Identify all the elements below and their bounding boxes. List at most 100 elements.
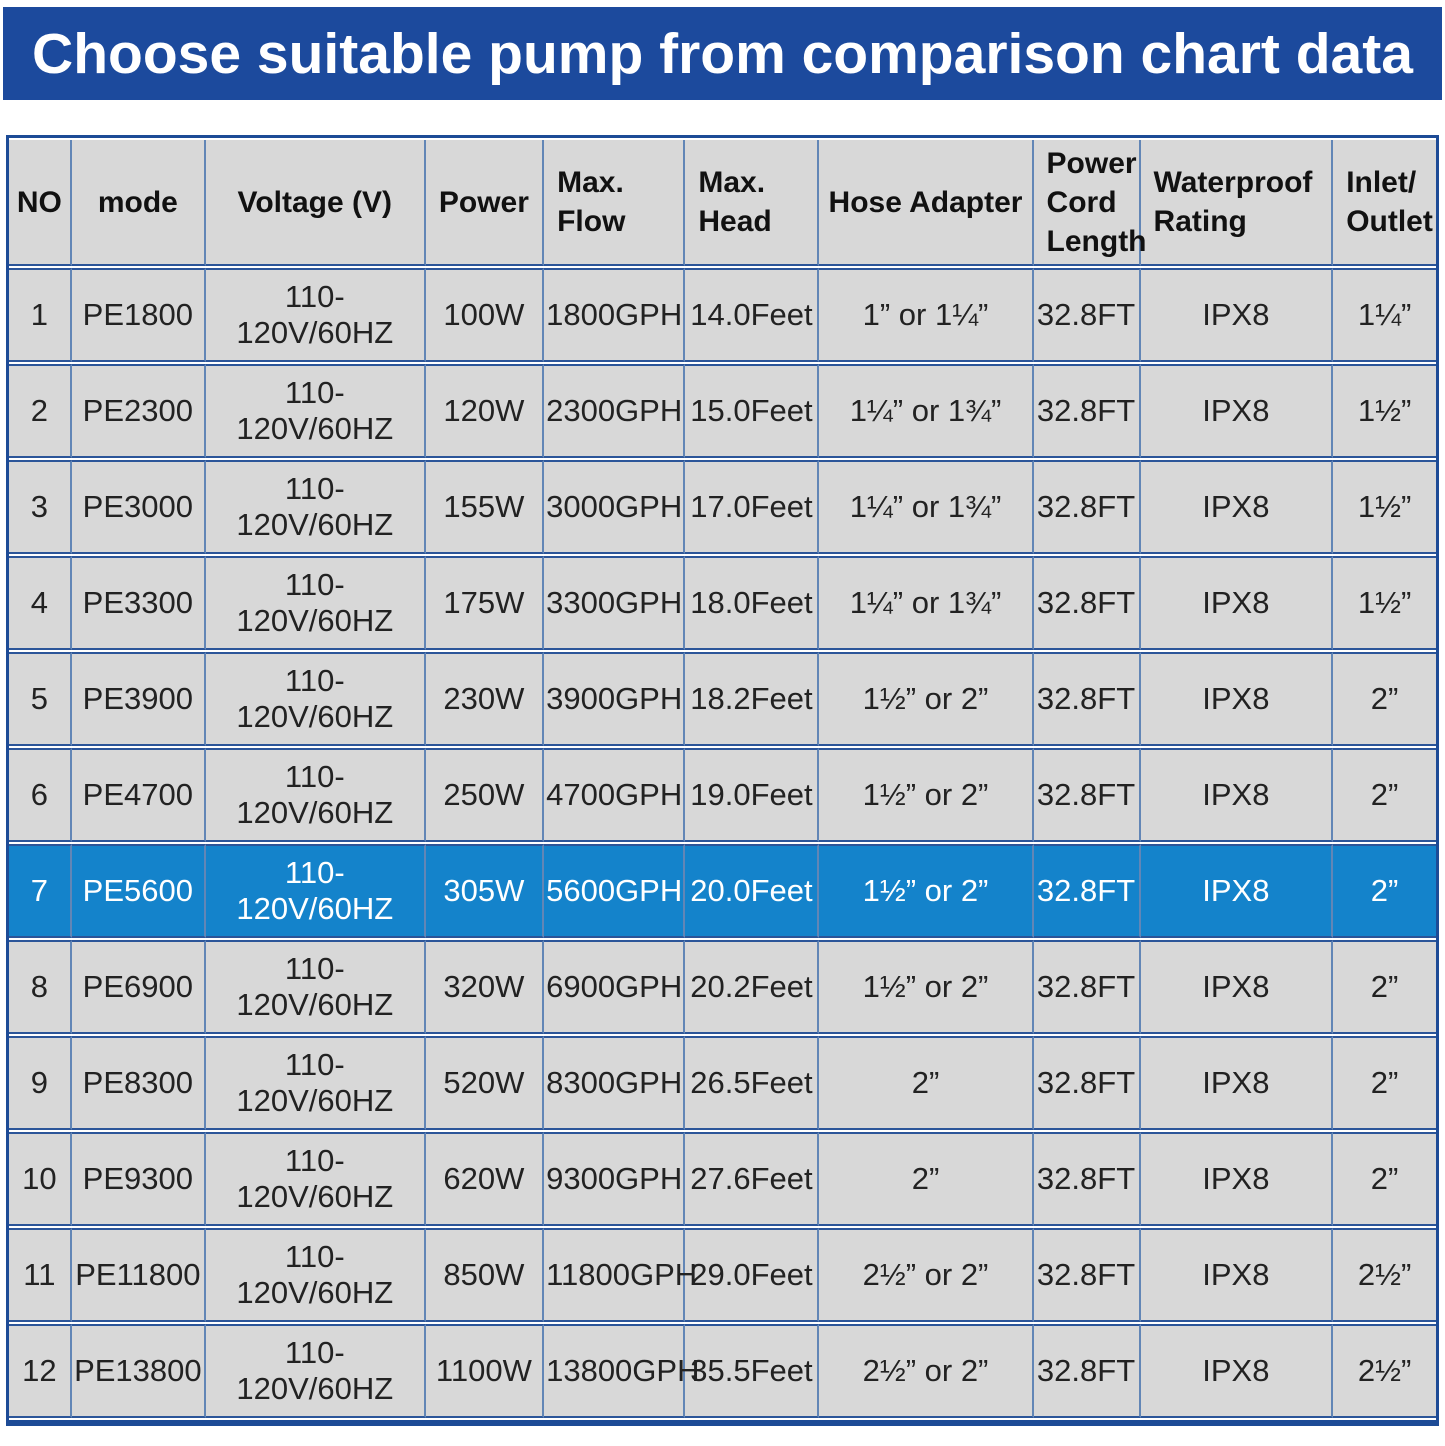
- table-cell: 27.6Feet: [685, 1132, 820, 1226]
- table-cell: IPX8: [1140, 940, 1334, 1034]
- page-title: Choose suitable pump from comparison cha…: [3, 7, 1442, 100]
- table-cell: 4: [9, 556, 72, 650]
- table-cell: 1½” or 2”: [819, 652, 1034, 746]
- table-cell: 110-120V/60HZ: [205, 556, 426, 650]
- table-cell: 155W: [425, 460, 545, 554]
- column-header: Voltage (V): [205, 140, 426, 266]
- table-cell: 850W: [425, 1228, 545, 1322]
- table-row: 11 PE11800 110-120V/60HZ 850W 11800GPH 29.0Fe…: [9, 1228, 1436, 1322]
- table-cell: 1½”: [1333, 460, 1436, 554]
- table-cell: 110-120V/60HZ: [205, 844, 426, 938]
- table-cell: 110-120V/60HZ: [205, 1324, 426, 1418]
- table-cell: 29.0Feet: [685, 1228, 820, 1322]
- table-cell: 320W: [425, 940, 545, 1034]
- table-cell: 1” or 1¼”: [819, 268, 1034, 362]
- table-row: 12 PE13800 110-120V/60HZ 1100W 13800GPH 35.5F…: [9, 1324, 1436, 1418]
- table-cell: 110-120V/60HZ: [205, 1228, 426, 1322]
- table-cell: 110-120V/60HZ: [205, 652, 426, 746]
- table-cell: IPX8: [1140, 1036, 1334, 1130]
- table-cell: 5: [9, 652, 72, 746]
- table-cell: 32.8FT: [1033, 460, 1141, 554]
- table-cell: 2”: [1333, 844, 1436, 938]
- table-cell: 110-120V/60HZ: [205, 748, 426, 842]
- table-cell: 8: [9, 940, 72, 1034]
- column-header: Inlet/ Outlet: [1333, 140, 1436, 266]
- table-row: 2 PE2300 110-120V/60HZ 120W 2300GPH 15.0Feet 1…: [9, 364, 1436, 458]
- table-cell: 2: [9, 364, 72, 458]
- table-cell: 2½” or 2”: [819, 1228, 1034, 1322]
- table-cell: 32.8FT: [1033, 748, 1141, 842]
- column-header: Power: [425, 140, 545, 266]
- column-header: Max. Flow: [544, 140, 686, 266]
- table-cell: 620W: [425, 1132, 545, 1226]
- table-cell: 35.5Feet: [685, 1324, 820, 1418]
- table-row: 1 PE1800 110-120V/60HZ 100W 1800GPH 14.0Feet 1…: [9, 268, 1436, 362]
- table-cell: PE9300: [71, 1132, 206, 1226]
- table-cell: 2”: [819, 1132, 1034, 1226]
- table-cell: 2”: [1333, 748, 1436, 842]
- table-cell: 1100W: [425, 1324, 545, 1418]
- table-cell: 110-120V/60HZ: [205, 1036, 426, 1130]
- table-cell: 32.8FT: [1033, 364, 1141, 458]
- table-cell: 2½” or 2”: [819, 1324, 1034, 1418]
- column-header: Waterproof Rating: [1140, 140, 1334, 266]
- table-cell: 100W: [425, 268, 545, 362]
- table-cell: 32.8FT: [1033, 1036, 1141, 1130]
- table-cell: 1½”: [1333, 364, 1436, 458]
- table-cell: 11800GPH: [544, 1228, 697, 1322]
- table-cell: 32.8FT: [1033, 1228, 1141, 1322]
- table-cell: 110-120V/60HZ: [205, 940, 426, 1034]
- table-cell: PE6900: [71, 940, 206, 1034]
- table-cell: 17.0Feet: [685, 460, 820, 554]
- table-cell: 1¼” or 1¾”: [819, 460, 1034, 554]
- table-cell: 6900GPH: [544, 940, 686, 1034]
- table-cell: 20.2Feet: [685, 940, 820, 1034]
- table-cell: PE3900: [71, 652, 206, 746]
- table-cell: IPX8: [1140, 556, 1334, 650]
- table-cell: 250W: [425, 748, 545, 842]
- table-cell: PE13800: [71, 1324, 206, 1418]
- table-cell: 32.8FT: [1033, 1324, 1141, 1418]
- table-cell: 110-120V/60HZ: [205, 268, 426, 362]
- table-cell: 2½”: [1333, 1228, 1436, 1322]
- table-cell: 3300GPH: [544, 556, 686, 650]
- table-cell: PE4700: [71, 748, 206, 842]
- table-cell: 26.5Feet: [685, 1036, 820, 1130]
- table-cell: 2”: [1333, 652, 1436, 746]
- column-header: Max. Head: [685, 140, 820, 266]
- table-cell: 18.0Feet: [685, 556, 820, 650]
- table-cell: 2”: [1333, 1132, 1436, 1226]
- table-cell: 6: [9, 748, 72, 842]
- table-cell: 1½” or 2”: [819, 844, 1034, 938]
- table-cell: 2”: [1333, 1036, 1436, 1130]
- table-cell: 120W: [425, 364, 545, 458]
- table-cell: 1½”: [1333, 556, 1436, 650]
- table-cell: PE5600: [71, 844, 206, 938]
- table-cell: 2½”: [1333, 1324, 1436, 1418]
- table-cell: 1¼” or 1¾”: [819, 556, 1034, 650]
- table-cell: 1½” or 2”: [819, 940, 1034, 1034]
- table-cell: 14.0Feet: [685, 268, 820, 362]
- pump-comparison-table: NO mode Voltage (V) Power Max. Flow Max. Head…: [6, 135, 1439, 1426]
- table-cell: 3900GPH: [544, 652, 686, 746]
- table-cell: IPX8: [1140, 1228, 1334, 1322]
- table-cell: 9: [9, 1036, 72, 1130]
- table-cell: IPX8: [1140, 1132, 1334, 1226]
- table-cell: PE8300: [71, 1036, 206, 1130]
- table-cell: 230W: [425, 652, 545, 746]
- table-cell: 15.0Feet: [685, 364, 820, 458]
- table-row: 5 PE3900 110-120V/60HZ 230W 3900GPH 18.2Feet 1…: [9, 652, 1436, 746]
- table-cell: 110-120V/60HZ: [205, 1132, 426, 1226]
- table-cell: 13800GPH: [544, 1324, 699, 1418]
- table-row: 3 PE3000 110-120V/60HZ 155W 3000GPH 17.0Feet 1…: [9, 460, 1436, 554]
- table-cell: 7: [9, 844, 72, 938]
- table-cell: 32.8FT: [1033, 556, 1141, 650]
- table-row: 4 PE3300 110-120V/60HZ 175W 3300GPH 18.0Feet 1…: [9, 556, 1436, 650]
- table-cell: 20.0Feet: [685, 844, 820, 938]
- table-row-highlighted: 7 PE5600 110-120V/60HZ 305W 5600GPH 20.0Feet 1…: [9, 844, 1436, 938]
- table-cell: IPX8: [1140, 652, 1334, 746]
- table-cell: 18.2Feet: [685, 652, 820, 746]
- table-cell: PE1800: [71, 268, 206, 362]
- table-cell: 1¼”: [1333, 268, 1436, 362]
- table-cell: 2300GPH: [544, 364, 686, 458]
